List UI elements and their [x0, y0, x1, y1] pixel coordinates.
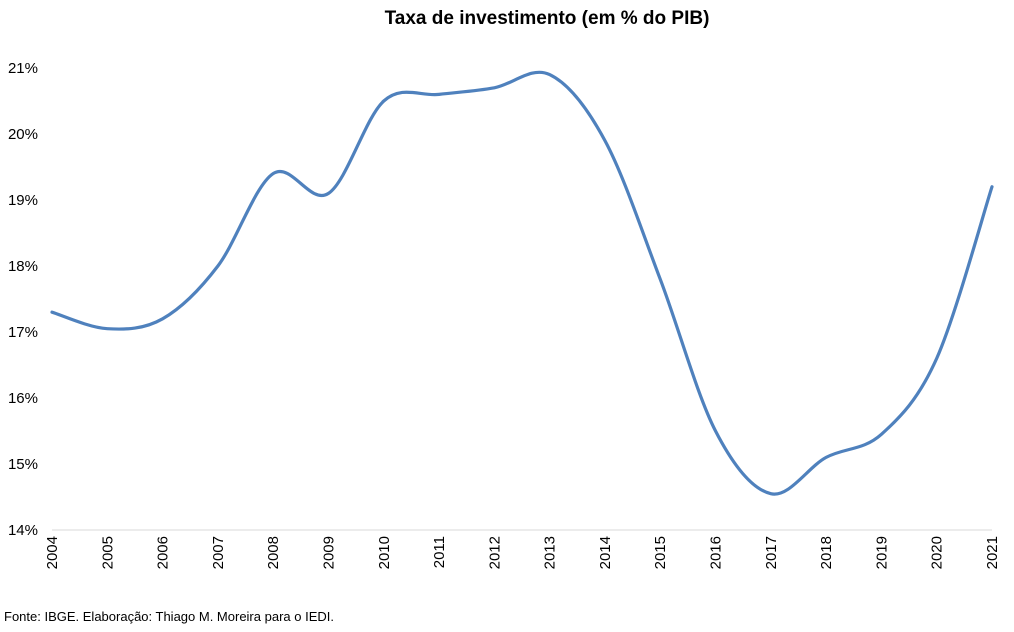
- y-tick-label: 17%: [8, 324, 38, 341]
- y-tick-label: 16%: [8, 390, 38, 407]
- series-line: [50, 70, 994, 496]
- x-tick-label: 2016: [708, 536, 725, 569]
- x-tick-label: 2005: [99, 536, 116, 569]
- x-tick-label: 2006: [155, 536, 172, 569]
- x-tick-label: 2007: [210, 536, 227, 569]
- x-tick-label: 2009: [320, 536, 337, 569]
- x-tick-label: 2013: [542, 536, 559, 569]
- x-tick-label: 2019: [873, 536, 890, 569]
- x-tick-label: 2014: [597, 536, 614, 569]
- y-tick-label: 21%: [8, 60, 38, 77]
- x-tick-label: 2012: [486, 536, 503, 569]
- x-tick-label: 2021: [984, 536, 1001, 569]
- x-tick-label: 2017: [763, 536, 780, 569]
- x-tick-label: 2018: [818, 536, 835, 569]
- y-tick-label: 14%: [8, 522, 38, 539]
- x-tick-label: 2008: [265, 536, 282, 569]
- x-tick-label: 2020: [929, 536, 946, 569]
- y-axis: 14% 15% 16% 17% 18% 19% 20% 21%: [8, 60, 38, 539]
- chart-title: Taxa de investimento (em % do PIB): [384, 8, 710, 29]
- y-tick-label: 18%: [8, 258, 38, 275]
- x-axis: 2004 2005 2006 2007 2008 2009 2010 2011 2012 2013…: [44, 536, 1001, 569]
- y-tick-label: 20%: [8, 126, 38, 143]
- source-note: Fonte: IBGE. Elaboração: Thiago M. Morei…: [4, 609, 334, 624]
- x-tick-label: 2015: [652, 536, 669, 569]
- x-tick-label: 2004: [44, 536, 61, 569]
- x-tick-label: 2010: [376, 536, 393, 569]
- y-tick-label: 15%: [8, 456, 38, 473]
- x-tick-label: 2011: [431, 536, 448, 568]
- y-tick-label: 19%: [8, 192, 38, 209]
